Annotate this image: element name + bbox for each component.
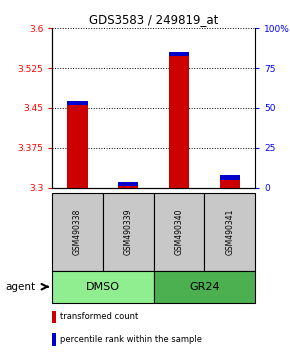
Bar (52, 271, 154, 303)
Text: GSM490339: GSM490339 (124, 209, 133, 255)
Text: agent: agent (6, 282, 36, 292)
Bar (204, 193, 255, 271)
Bar (118, 182, 139, 186)
Text: GSM490341: GSM490341 (225, 209, 234, 255)
Text: DMSO: DMSO (86, 282, 120, 292)
Bar (169, 56, 189, 188)
Bar (169, 52, 189, 56)
Title: GDS3583 / 249819_at: GDS3583 / 249819_at (89, 13, 218, 26)
Bar (154, 271, 255, 303)
Bar (220, 179, 240, 188)
Text: GSM490340: GSM490340 (175, 209, 184, 255)
Text: GSM490338: GSM490338 (73, 209, 82, 255)
Bar (220, 175, 240, 179)
Bar (103, 193, 154, 271)
Bar (67, 101, 88, 105)
Text: GR24: GR24 (189, 282, 220, 292)
Bar (154, 193, 204, 271)
Bar (52, 193, 103, 271)
Bar (52, 311, 56, 323)
Text: percentile rank within the sample: percentile rank within the sample (60, 335, 202, 344)
Bar (52, 333, 56, 346)
Bar (67, 105, 88, 188)
Bar (118, 186, 139, 188)
Text: transformed count: transformed count (60, 312, 139, 321)
